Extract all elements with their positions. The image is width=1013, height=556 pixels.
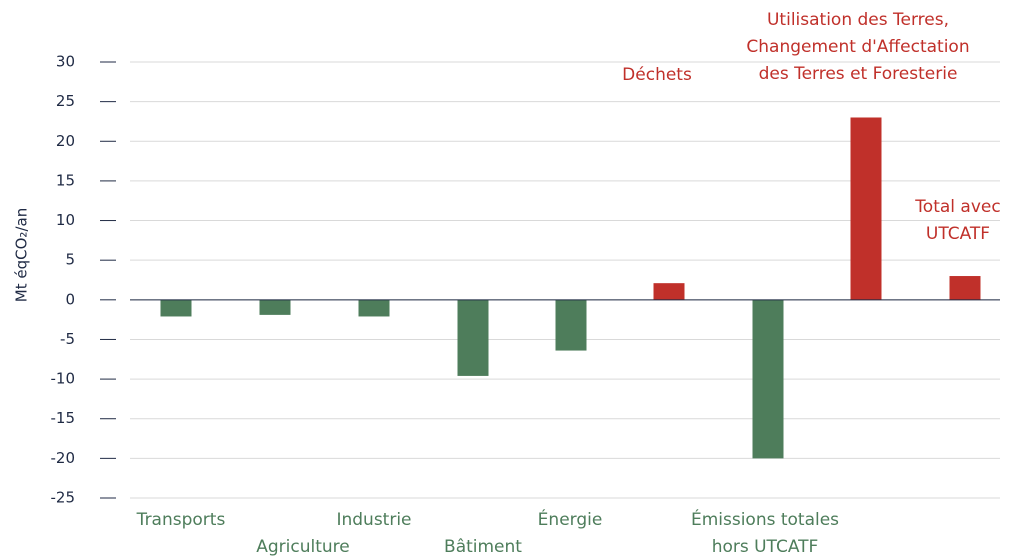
category-label: Total avec UTCATF xyxy=(915,197,1001,244)
y-axis-label: Mt éqCO₂/an xyxy=(13,208,31,302)
category-label: Bâtiment xyxy=(444,537,522,556)
y-tick-label: 30 xyxy=(56,53,75,71)
bar xyxy=(949,276,981,300)
category-label: Énergie xyxy=(537,510,603,530)
y-tick-label: -25 xyxy=(51,489,76,507)
y-tick-label: 0 xyxy=(65,290,75,308)
category-label: Transports xyxy=(136,510,226,530)
bar xyxy=(850,117,882,300)
category-label: Émissions totales hors UTCATF xyxy=(690,510,840,556)
y-tick-label: 25 xyxy=(56,92,75,110)
bar xyxy=(358,299,390,317)
y-tick-label: -5 xyxy=(60,330,75,348)
bar xyxy=(259,299,291,315)
category-label: Déchets xyxy=(622,65,692,85)
y-tick-label: 5 xyxy=(65,251,75,269)
y-tick-label: 10 xyxy=(56,211,75,229)
bar xyxy=(160,299,192,317)
category-label: Industrie xyxy=(336,510,412,530)
category-label: Agriculture xyxy=(256,537,350,556)
y-tick-label: -15 xyxy=(51,409,76,427)
y-tick-label: 15 xyxy=(56,171,75,189)
bar xyxy=(752,299,784,459)
category-label: Utilisation des Terres, Changement d'Aff… xyxy=(746,10,970,84)
bar xyxy=(653,283,685,300)
y-tick-label: -20 xyxy=(51,449,76,467)
y-tick-label: -10 xyxy=(51,370,76,388)
bar xyxy=(457,299,489,376)
y-tick-label: 20 xyxy=(56,132,75,150)
bar xyxy=(555,299,587,351)
